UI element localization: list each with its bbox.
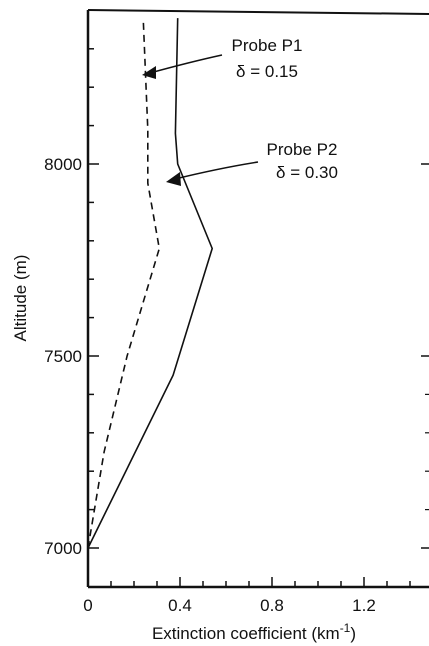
x-axis-title-main: Extinction coefficient (km xyxy=(152,624,340,643)
annotation-p2-arrow xyxy=(174,161,259,180)
top-border-line xyxy=(87,9,429,15)
series-line-probe-p1 xyxy=(87,18,161,549)
annotation-probe-p1: Probe P1 δ = 0.15 xyxy=(142,36,302,81)
y-tick-label: 7000 xyxy=(44,539,82,558)
annotation-probe-p2: Probe P2 δ = 0.30 xyxy=(166,140,338,186)
annotation-p2-line2: δ = 0.30 xyxy=(276,163,338,182)
annotation-p1-line2: δ = 0.15 xyxy=(236,62,298,81)
x-tick-label: 0.8 xyxy=(260,596,284,615)
y-axis-title: Altitude (m) xyxy=(11,255,30,342)
series-line-probe-p2 xyxy=(87,18,214,549)
x-axis-title-superscript: -1 xyxy=(340,621,351,635)
x-tick-label: 0 xyxy=(83,596,92,615)
annotation-p1-arrowhead xyxy=(142,66,156,79)
x-tick-label: 0.4 xyxy=(168,596,192,615)
y-ticks: 7000 7500 8000 xyxy=(44,48,99,558)
x-axis-title-close: ) xyxy=(350,624,356,643)
series-lines xyxy=(87,18,214,549)
annotation-p1-line1: Probe P1 xyxy=(232,36,303,55)
y-tick-label: 8000 xyxy=(44,155,82,174)
annotation-p2-arrowhead xyxy=(166,172,181,186)
right-edge-ticks xyxy=(421,163,429,549)
x-axis-title: Extinction coefficient (km-1) xyxy=(152,621,356,643)
y-tick-label: 7500 xyxy=(44,347,82,366)
x-tick-label: 1.2 xyxy=(352,596,376,615)
annotation-p2-line1: Probe P2 xyxy=(267,140,338,159)
x-ticks: 0 0.4 0.8 1.2 xyxy=(83,577,411,615)
annotation-p1-arrow xyxy=(149,54,223,74)
